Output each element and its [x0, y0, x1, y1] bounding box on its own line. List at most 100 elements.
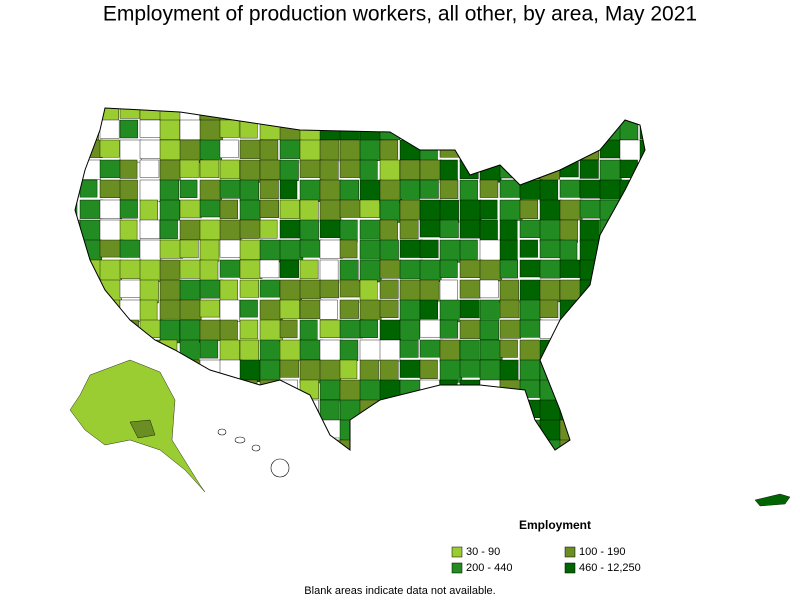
area: [319, 379, 341, 401]
area: [279, 339, 302, 361]
area: [299, 179, 324, 202]
area: [259, 259, 280, 279]
area: [279, 159, 299, 181]
area: [199, 119, 223, 142]
area: [479, 179, 499, 198]
area: [339, 379, 361, 403]
area: [219, 179, 243, 199]
area: [75, 199, 78, 218]
area: [199, 239, 220, 262]
area: [419, 219, 443, 238]
area: [519, 259, 542, 278]
area: [319, 259, 339, 283]
area: [439, 299, 460, 323]
puerto-rico: [754, 493, 791, 507]
area: [339, 299, 359, 319]
area: [579, 159, 599, 179]
area: [99, 179, 121, 198]
area: [199, 319, 221, 341]
area: [119, 279, 142, 298]
area: [199, 299, 220, 318]
area: [379, 259, 402, 279]
mainland-outline: [74, 107, 646, 451]
area: [259, 319, 283, 342]
area: [239, 299, 258, 318]
area: [279, 279, 302, 301]
area: [239, 339, 260, 362]
area: [359, 239, 382, 260]
area: [139, 299, 158, 323]
area: [499, 239, 518, 260]
area: [519, 339, 540, 361]
area: [539, 219, 563, 243]
area: [259, 299, 283, 320]
area: [99, 139, 120, 158]
area: [599, 179, 623, 200]
area: [479, 219, 498, 241]
area: [159, 139, 182, 161]
area: [179, 139, 203, 163]
area: [99, 159, 121, 179]
area: [479, 199, 498, 220]
area: [479, 279, 499, 299]
area: [159, 179, 180, 203]
area: [319, 279, 339, 299]
area: [259, 139, 279, 163]
area: [519, 199, 539, 219]
area: [359, 359, 379, 383]
area: [159, 259, 180, 283]
area: [419, 279, 440, 302]
area: [559, 199, 583, 221]
area: [299, 199, 319, 223]
area: [139, 159, 160, 178]
area: [179, 279, 201, 301]
area: [399, 299, 421, 321]
area: [399, 359, 422, 378]
area: [119, 159, 138, 179]
area: [299, 239, 323, 258]
area: [179, 199, 202, 219]
area: [479, 359, 502, 382]
area: [319, 219, 343, 238]
area: [639, 139, 645, 163]
area: [359, 259, 382, 283]
area: [459, 279, 481, 299]
area: [219, 159, 240, 180]
area: [439, 219, 459, 239]
area: [379, 279, 399, 299]
area: [99, 239, 124, 258]
legend-label: 100 - 190: [579, 546, 625, 558]
area: [439, 319, 459, 339]
area: [359, 139, 381, 161]
area: [259, 239, 281, 263]
area: [419, 359, 438, 379]
area: [619, 139, 643, 164]
area: [279, 359, 300, 378]
area: [259, 159, 282, 180]
area: [279, 239, 304, 260]
area: [539, 199, 562, 222]
area: [399, 339, 419, 358]
area: [299, 359, 321, 384]
area: [219, 319, 238, 342]
area: [99, 199, 122, 219]
area: [219, 279, 238, 302]
area: [379, 359, 399, 382]
area: [179, 259, 203, 279]
area: [419, 179, 439, 199]
legend-swatch: [451, 546, 463, 558]
area: [239, 159, 261, 183]
area: [259, 179, 279, 200]
area: [359, 339, 381, 361]
area: [359, 319, 378, 338]
hawaii: [217, 428, 290, 478]
area: [359, 179, 382, 202]
area: [179, 159, 200, 178]
area: [339, 359, 358, 380]
area: [219, 299, 240, 322]
area: [359, 379, 382, 403]
area: [419, 199, 442, 222]
area: [299, 319, 318, 341]
area: [379, 319, 401, 341]
area: [159, 239, 183, 259]
